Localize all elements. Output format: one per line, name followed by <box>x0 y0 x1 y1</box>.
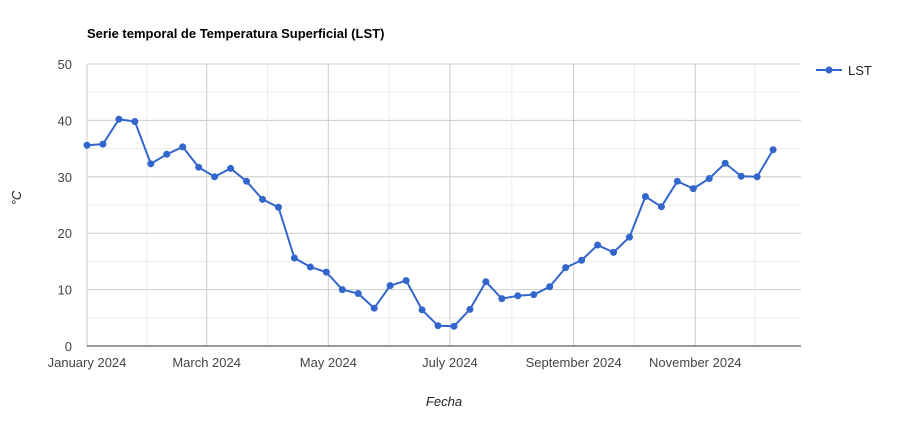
legend[interactable]: LST <box>816 63 872 78</box>
y-axis-label: °C <box>9 190 24 205</box>
data-point[interactable] <box>195 163 203 171</box>
data-point[interactable] <box>179 143 187 151</box>
data-point[interactable] <box>737 172 745 180</box>
data-point[interactable] <box>546 283 554 291</box>
x-tick-label: July 2024 <box>422 355 478 370</box>
data-point[interactable] <box>705 174 713 182</box>
data-point[interactable] <box>370 304 378 312</box>
data-point[interactable] <box>673 177 681 185</box>
data-point[interactable] <box>514 292 522 300</box>
data-point[interactable] <box>259 195 267 203</box>
grid-lines <box>86 63 801 346</box>
data-point[interactable] <box>434 322 442 330</box>
x-axis-ticks: January 2024 March 2024 May 2024 July 2024 S… <box>48 355 742 370</box>
data-point[interactable] <box>147 160 155 168</box>
y-tick-label: 30 <box>58 170 72 185</box>
data-point[interactable] <box>578 256 586 264</box>
data-point[interactable] <box>594 241 602 249</box>
x-tick-label: January 2024 <box>48 355 127 370</box>
data-point[interactable] <box>163 150 171 158</box>
data-point[interactable] <box>386 282 394 290</box>
data-point[interactable] <box>211 173 219 181</box>
data-point[interactable] <box>753 173 761 181</box>
series-group <box>83 115 777 330</box>
x-tick-label: May 2024 <box>300 355 357 370</box>
data-point[interactable] <box>322 268 330 276</box>
data-point[interactable] <box>721 159 729 167</box>
x-tick-label: November 2024 <box>649 355 742 370</box>
data-point[interactable] <box>482 278 490 286</box>
y-tick-label: 40 <box>58 113 72 128</box>
series-line-lst <box>86 118 774 328</box>
y-tick-label: 10 <box>58 283 72 298</box>
data-point[interactable] <box>530 291 538 299</box>
y-tick-label: 20 <box>58 226 72 241</box>
data-point[interactable] <box>290 254 298 262</box>
x-tick-label: September 2024 <box>526 355 622 370</box>
data-point[interactable] <box>657 203 665 211</box>
y-tick-label: 0 <box>65 339 72 354</box>
y-axis-ticks: 0 10 20 30 40 50 <box>58 57 72 354</box>
data-point[interactable] <box>610 248 618 256</box>
data-point[interactable] <box>689 185 697 193</box>
legend-swatch-marker <box>825 66 833 74</box>
data-point[interactable] <box>99 140 107 148</box>
x-tick-label: March 2024 <box>172 355 241 370</box>
data-point[interactable] <box>83 141 91 149</box>
data-point[interactable] <box>769 146 777 154</box>
data-point[interactable] <box>243 177 251 185</box>
data-point[interactable] <box>131 118 139 126</box>
data-point[interactable] <box>498 295 506 303</box>
chart-title: Serie temporal de Temperatura Superficia… <box>87 26 384 41</box>
data-point[interactable] <box>402 277 410 285</box>
data-point[interactable] <box>418 306 426 314</box>
data-point[interactable] <box>306 263 314 271</box>
data-point[interactable] <box>466 305 474 313</box>
y-tick-label: 50 <box>58 57 72 72</box>
data-point[interactable] <box>115 115 123 123</box>
data-point[interactable] <box>227 164 235 172</box>
legend-label-lst: LST <box>848 63 872 78</box>
data-point[interactable] <box>450 322 458 330</box>
data-point[interactable] <box>354 290 362 298</box>
data-point[interactable] <box>562 264 570 272</box>
data-point[interactable] <box>338 286 346 294</box>
x-axis-label: Fecha <box>426 394 462 409</box>
data-point[interactable] <box>625 233 633 241</box>
data-point[interactable] <box>641 193 649 201</box>
data-point[interactable] <box>274 203 282 211</box>
